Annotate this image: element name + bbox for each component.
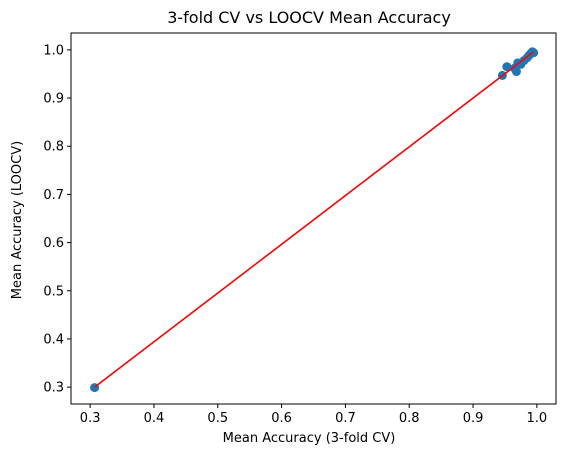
y-tick-label-5: 0.7 xyxy=(43,188,64,203)
x-tick-label-4: 0.6 xyxy=(271,411,292,426)
x-tick-label-1: 0.3 xyxy=(80,411,101,426)
x-tick-label-5: 0.7 xyxy=(335,411,356,426)
x-tick-label-3: 0.5 xyxy=(207,411,228,426)
y-tick-label-7: 0.9 xyxy=(43,92,64,107)
x-tick-label-7: 0.9 xyxy=(463,411,484,426)
x-tick-label-8: 1.0 xyxy=(527,411,548,426)
fit-line xyxy=(94,51,535,388)
y-tick-label-3: 0.5 xyxy=(43,284,64,299)
x-axis-label: Mean Accuracy (3-fold CV) xyxy=(223,431,396,446)
plot-frame xyxy=(70,32,557,405)
y-tick-label-4: 0.6 xyxy=(43,236,64,251)
plot-area xyxy=(70,32,557,405)
x-tick-label-2: 0.4 xyxy=(144,411,165,426)
x-tick-label-6: 0.8 xyxy=(399,411,420,426)
y-tick-label-8: 1.0 xyxy=(43,43,64,58)
y-axis-label: Mean Accuracy (LOOCV) xyxy=(10,141,25,299)
y-tick-label-2: 0.4 xyxy=(43,332,64,347)
chart-title: 3-fold CV vs LOOCV Mean Accuracy xyxy=(167,8,451,27)
data-point-3 xyxy=(502,62,512,72)
y-tick-label-6: 0.8 xyxy=(43,140,64,155)
data-point-5 xyxy=(511,67,521,77)
x-axis: 0.3 0.4 0.5 0.6 0.7 0.8 0.9 1.0 xyxy=(80,404,547,426)
y-tick-label-1: 0.3 xyxy=(43,381,64,396)
y-axis: 0.3 0.4 0.5 0.6 0.7 0.8 0.9 1.0 xyxy=(43,43,71,396)
